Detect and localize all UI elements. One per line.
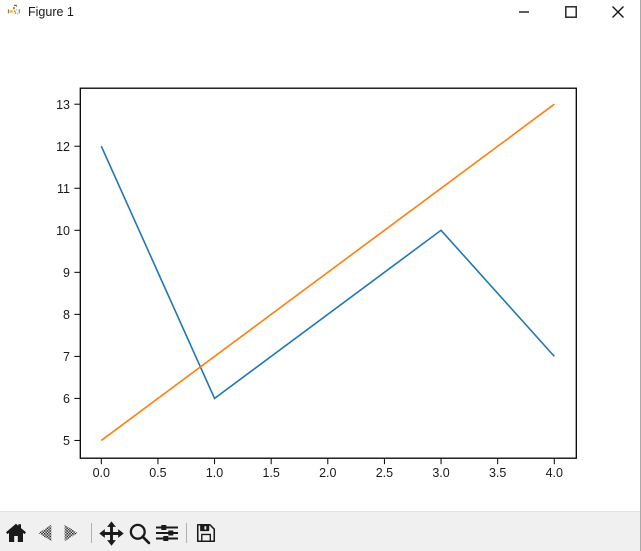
svg-text:9: 9 bbox=[63, 266, 70, 280]
svg-text:7: 7 bbox=[63, 350, 70, 364]
svg-text:12: 12 bbox=[56, 140, 70, 154]
svg-text:8: 8 bbox=[63, 308, 70, 322]
svg-text:11: 11 bbox=[57, 182, 70, 196]
svg-text:10: 10 bbox=[56, 224, 70, 238]
svg-text:3.0: 3.0 bbox=[432, 466, 449, 480]
svg-text:6: 6 bbox=[63, 392, 70, 406]
svg-text:1.0: 1.0 bbox=[206, 466, 223, 480]
svg-text:4.0: 4.0 bbox=[546, 466, 563, 480]
svg-text:5: 5 bbox=[63, 434, 70, 448]
svg-text:0.0: 0.0 bbox=[93, 466, 110, 480]
svg-text:1.5: 1.5 bbox=[262, 466, 279, 480]
svg-text:13: 13 bbox=[56, 98, 70, 112]
svg-text:2.0: 2.0 bbox=[319, 466, 336, 480]
svg-text:3.5: 3.5 bbox=[489, 466, 506, 480]
svg-text:2.5: 2.5 bbox=[376, 466, 393, 480]
svg-text:0.5: 0.5 bbox=[149, 466, 166, 480]
